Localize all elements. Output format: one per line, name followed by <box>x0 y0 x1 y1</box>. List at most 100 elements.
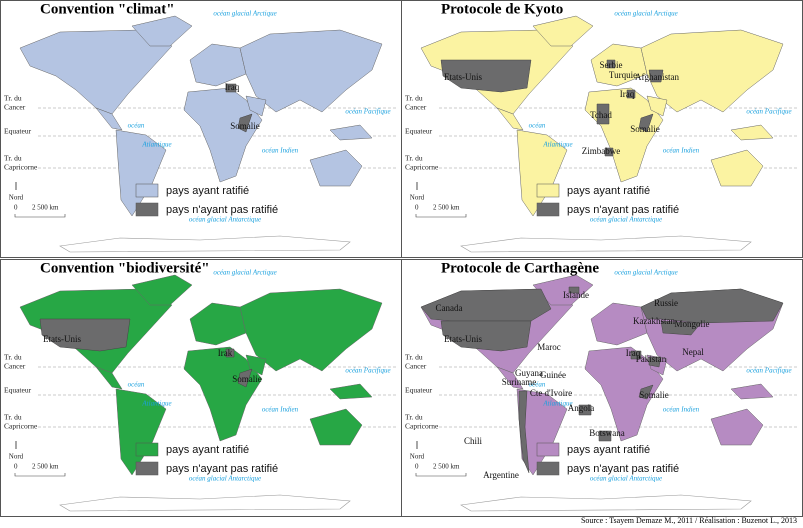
not-ratified-area <box>237 113 253 133</box>
legend-swatch <box>536 183 560 198</box>
ocean-label: océan glacial Antarctique <box>590 475 662 483</box>
country-label: Canada <box>436 303 463 313</box>
legend-swatch <box>536 442 560 457</box>
country-label: Zimbabwe <box>582 146 621 156</box>
ocean-label: Atlantique <box>542 400 572 408</box>
ocean-label: océan glacial Antarctique <box>590 216 662 224</box>
not-ratified-area <box>596 103 610 125</box>
latitude-label: Equateur <box>4 127 32 136</box>
country-label: Chili <box>464 436 483 446</box>
latitude-label: Tr. du <box>4 353 22 362</box>
ocean-label: océan glacial Antarctique <box>189 216 261 224</box>
country-label: Somalie <box>639 390 669 400</box>
not-ratified-area <box>225 348 235 358</box>
not-ratified-area <box>578 404 592 416</box>
scale-distance: 2 500 km <box>32 463 59 471</box>
latitude-label: Tr. du <box>405 154 423 163</box>
land <box>239 288 383 372</box>
country-label: Iraq <box>626 348 641 358</box>
land <box>496 107 524 131</box>
not-ratified-area <box>660 320 702 336</box>
land <box>516 129 568 217</box>
latitude-label: Equateur <box>4 386 32 395</box>
land <box>532 274 594 306</box>
land <box>115 388 167 476</box>
scale-bar <box>415 214 467 218</box>
latitude-label: Cancer <box>4 362 26 371</box>
land <box>183 346 263 442</box>
scale-bar <box>415 473 467 477</box>
country-label: Suriname <box>502 377 537 387</box>
land <box>131 274 193 306</box>
legend-label: pays ayant ratifié <box>567 444 650 456</box>
country-label: Kazakhstan <box>633 316 675 326</box>
scale-distance: 2 500 km <box>433 204 460 212</box>
north-label: Nord <box>9 194 24 202</box>
legend-swatch <box>536 202 560 217</box>
land <box>646 95 668 117</box>
latitude-label: Capricorne <box>4 163 38 172</box>
latitude-label: Tr. du <box>4 154 22 163</box>
legend-swatch <box>135 183 159 198</box>
land <box>710 149 764 187</box>
legend-swatch <box>135 442 159 457</box>
antarctica <box>59 235 351 253</box>
scale-bar <box>14 214 66 218</box>
legend-label: pays n'ayant pas ratifié <box>567 204 679 216</box>
ocean-label: océan glacial Arctique <box>213 10 276 18</box>
not-ratified-area <box>638 384 654 400</box>
ocean-label: océan Indien <box>262 406 299 414</box>
not-ratified-area <box>604 147 614 157</box>
not-ratified-area <box>39 318 131 352</box>
legend-swatch <box>135 461 159 476</box>
legend-label: pays n'ayant pas ratifié <box>166 204 278 216</box>
land <box>730 124 774 141</box>
source: Source : Tsayem Demaze M., 2011 / Réalis… <box>581 516 797 525</box>
country-label: Argentine <box>483 470 519 480</box>
land <box>239 29 383 113</box>
land <box>245 95 267 117</box>
ocean-label: océan Indien <box>663 147 700 155</box>
country-label: Somalie <box>230 121 260 131</box>
ocean-label: océan glacial Arctique <box>213 269 276 277</box>
legend-label: pays n'ayant pas ratifié <box>567 463 679 475</box>
legend-label: pays ayant ratifié <box>166 185 249 197</box>
not-ratified-area <box>440 59 532 93</box>
latitude-label: Cancer <box>4 103 26 112</box>
ocean-label: océan glacial Arctique <box>614 10 677 18</box>
latitude-label: Cancer <box>405 362 427 371</box>
latitude-label: Tr. du <box>405 413 423 422</box>
legend-label: pays ayant ratifié <box>166 444 249 456</box>
country-label: Islande <box>563 290 589 300</box>
country-label: Nepal <box>682 347 704 357</box>
antarctica <box>59 494 351 512</box>
country-label: Tchad <box>590 110 612 120</box>
latitude-label: Tr. du <box>405 94 423 103</box>
legend-label: pays n'ayant pas ratifié <box>166 463 278 475</box>
country-label: Afghanistan <box>635 72 679 82</box>
latitude-label: Cancer <box>405 103 427 112</box>
north-label: Nord <box>410 453 425 461</box>
north-label: Nord <box>410 194 425 202</box>
scale-zero: 0 <box>415 463 419 471</box>
legend-swatch <box>536 461 560 476</box>
scale-bar <box>14 473 66 477</box>
latitude-label: Tr. du <box>405 353 423 362</box>
latitude-label: Capricorne <box>405 422 439 431</box>
ocean-label: océan <box>128 381 145 389</box>
not-ratified-area <box>640 288 784 324</box>
not-ratified-area <box>225 83 237 93</box>
land <box>19 29 173 115</box>
ocean-label: océan Pacifique <box>345 108 390 116</box>
ocean-label: océan Pacifique <box>345 367 390 375</box>
country-label: Iraq <box>620 89 635 99</box>
land <box>309 408 363 446</box>
land <box>95 366 123 390</box>
land <box>640 29 784 113</box>
land <box>95 107 123 131</box>
not-ratified-area <box>237 368 253 388</box>
panel-title: Convention "climat" <box>40 1 175 17</box>
country-label: Turquie <box>609 70 637 80</box>
not-ratified-area <box>518 390 530 474</box>
country-label: Etats-Unis <box>43 334 81 344</box>
